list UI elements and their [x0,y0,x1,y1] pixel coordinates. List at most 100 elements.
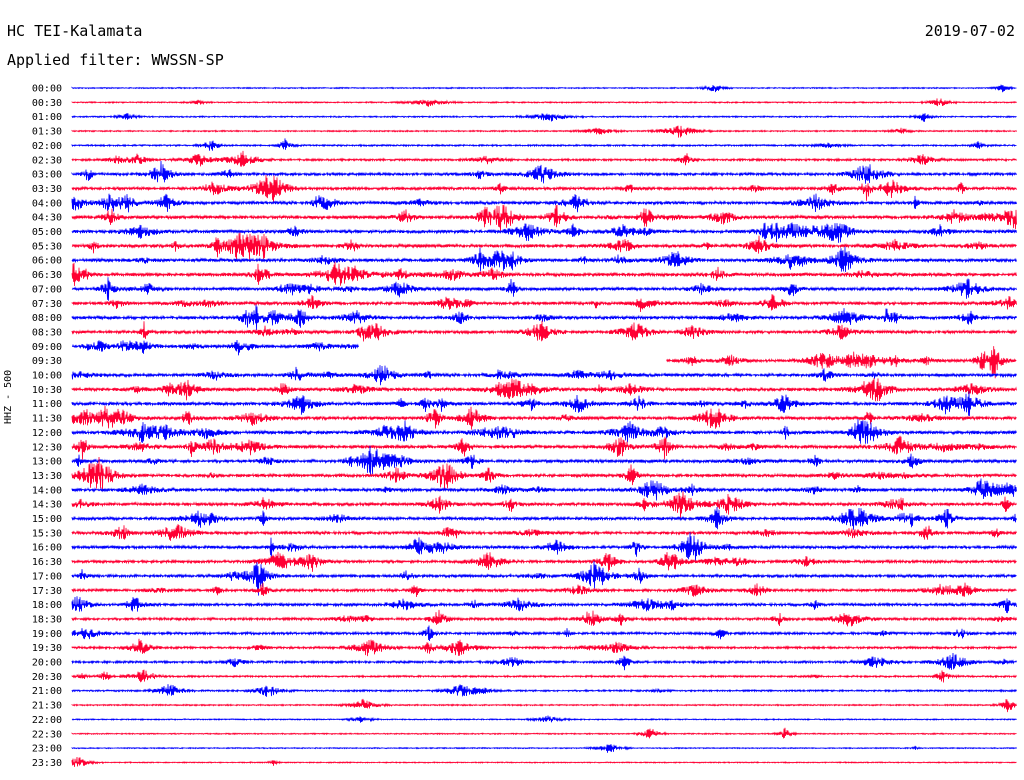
row-time-label: 15:00 [32,514,62,525]
trace-line [71,456,1017,492]
trace-line [71,232,1017,261]
trace-line [71,698,1017,713]
row-time-label: 14:30 [32,500,62,511]
row-time-label: 19:00 [32,629,62,640]
row-time-label: 05:30 [32,241,62,252]
trace-line [71,294,1017,313]
trace-line [71,596,1017,614]
trace-line [71,684,1017,697]
trace-line [71,715,1017,723]
row-time-label: 17:00 [32,571,62,582]
trace-line [71,138,1017,151]
trace-line [71,277,1017,301]
trace-line [666,346,1017,379]
trace-line [71,98,1017,107]
row-time-label: 06:30 [32,270,62,281]
row-time-label: 02:00 [32,141,62,152]
trace-line [71,174,1017,204]
trace-line [71,491,1017,519]
row-time-label: 13:30 [32,471,62,482]
row-time-label: 00:00 [32,84,62,95]
trace-line [71,222,1017,243]
row-time-label: 15:30 [32,528,62,539]
trace-line [71,638,1017,657]
trace-line [71,391,1017,417]
row-time-label: 00:30 [32,98,62,109]
row-time-label: 09:00 [32,342,62,353]
row-time-label: 12:30 [32,442,62,453]
trace-line [71,160,1017,184]
row-time-label: 08:30 [32,327,62,338]
trace-line [71,125,1017,138]
row-time-label: 20:30 [32,672,62,683]
row-time-label: 18:30 [32,614,62,625]
trace-line [71,320,1017,342]
row-time-label: 10:00 [32,371,62,382]
row-time-label: 05:00 [32,227,62,238]
trace-line [71,365,1017,386]
row-time-label: 03:00 [32,170,62,181]
row-time-label: 09:30 [32,356,62,367]
row-time-label: 07:00 [32,284,62,295]
date-label: 2019-07-02 [924,22,1015,40]
trace-line [71,435,1017,460]
row-time-label: 01:30 [32,127,62,138]
station-title: HC TEI-Kalamata [7,22,143,40]
row-time-label: 16:00 [32,543,62,554]
row-time-label: 06:00 [32,256,62,267]
trace-line [71,261,1017,287]
trace-line [71,582,1017,598]
trace-line [71,339,359,356]
trace-line [71,506,1017,530]
row-time-label: 12:00 [32,428,62,439]
trace-line [71,193,1017,213]
trace-line [71,445,1017,477]
trace-line [71,204,1017,232]
trace-line [71,246,1017,273]
row-time-label: 22:30 [32,729,62,740]
row-time-label: 22:00 [32,715,62,726]
filter-label: Applied filter: WWSSN-SP [7,51,224,69]
row-time-label: 03:30 [32,184,62,195]
trace-line [71,478,1017,501]
row-time-label: 11:30 [32,414,62,425]
row-time-label: 11:00 [32,399,62,410]
row-time-label: 23:30 [32,758,62,769]
row-time-label: 04:00 [32,198,62,209]
trace-line [71,84,1017,93]
row-time-label: 07:30 [32,299,62,310]
trace-line [71,744,1017,753]
trace-line [71,551,1017,572]
trace-line [71,609,1017,627]
row-time-label: 21:30 [32,701,62,712]
trace-line [71,378,1017,402]
row-time-label: 19:30 [32,643,62,654]
trace-line [71,669,1017,683]
trace-line [71,524,1017,541]
trace-line [71,625,1017,642]
row-time-label: 01:00 [32,112,62,123]
trace-line [71,652,1017,671]
row-time-label: 21:00 [32,686,62,697]
trace-line [71,150,1017,167]
row-time-label: 17:30 [32,586,62,597]
trace-line [71,418,1017,444]
row-time-label: 02:30 [32,155,62,166]
row-time-label: 13:00 [32,457,62,468]
trace-line [71,405,1017,430]
row-time-label: 14:00 [32,485,62,496]
trace-line [71,727,1017,739]
row-time-label: 04:30 [32,213,62,224]
trace-line [71,532,1017,562]
trace-line [71,561,1017,596]
trace-line [71,113,1017,122]
row-time-label: 08:00 [32,313,62,324]
trace-line [71,756,1017,767]
row-time-label: 16:30 [32,557,62,568]
row-time-label: 20:00 [32,658,62,669]
row-time-label: 23:00 [32,744,62,755]
row-time-label: 10:30 [32,385,62,396]
trace-line [71,304,1017,331]
row-time-label: 18:00 [32,600,62,611]
